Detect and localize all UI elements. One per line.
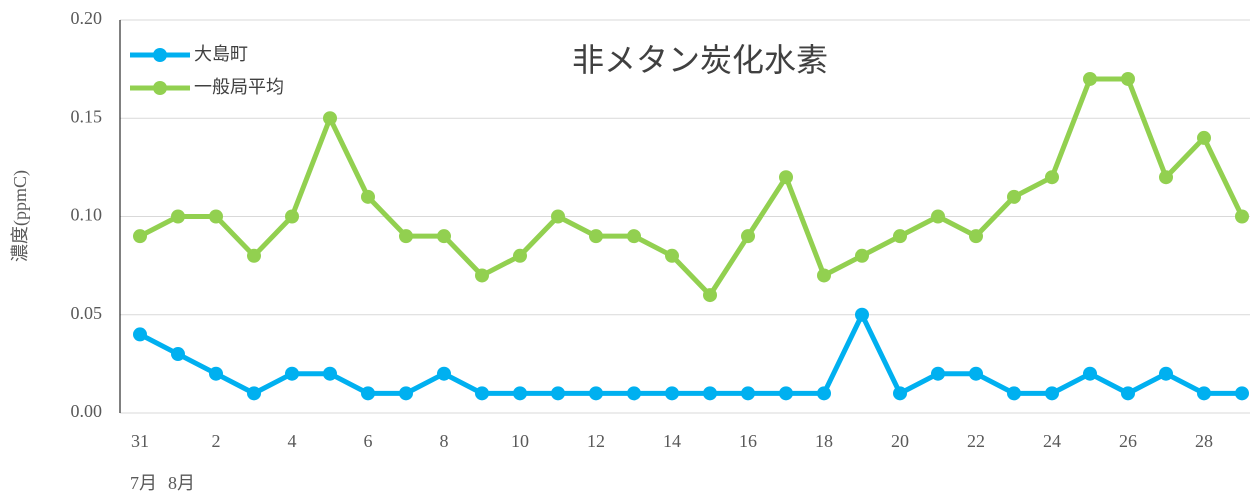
data-point <box>551 209 565 224</box>
data-point <box>665 248 679 263</box>
data-point <box>285 366 299 381</box>
legend-marker <box>153 48 167 62</box>
month-label: 8月 <box>168 473 195 493</box>
x-tick-label: 2 <box>212 431 221 451</box>
legend-label: 大島町 <box>194 44 248 65</box>
data-point <box>817 386 831 401</box>
x-tick-label: 14 <box>663 431 681 451</box>
data-point <box>323 111 337 126</box>
data-point <box>551 386 565 401</box>
data-point <box>589 386 603 401</box>
data-point <box>247 248 261 263</box>
data-point <box>285 209 299 224</box>
x-tick-label: 20 <box>891 431 909 451</box>
x-tick-label: 31 <box>131 431 149 451</box>
data-point <box>437 229 451 244</box>
data-point <box>1121 71 1135 86</box>
data-point <box>855 307 869 322</box>
data-point <box>437 366 451 381</box>
x-tick-label: 10 <box>511 431 529 451</box>
data-point <box>171 209 185 224</box>
month-label: 7月 <box>130 473 157 493</box>
x-tick-label: 24 <box>1043 431 1061 451</box>
data-point <box>323 366 337 381</box>
y-tick-label: 0.20 <box>71 8 103 28</box>
data-point <box>361 386 375 401</box>
data-point <box>1007 189 1021 204</box>
data-point <box>1197 386 1211 401</box>
data-point <box>1235 386 1249 401</box>
data-point <box>1235 209 1249 224</box>
x-tick-label: 16 <box>739 431 757 451</box>
data-point <box>1045 386 1059 401</box>
data-point <box>1007 386 1021 401</box>
y-axis-label: 濃度(ppmC) <box>10 170 31 262</box>
y-tick-label: 0.15 <box>71 106 103 126</box>
data-point <box>1083 71 1097 86</box>
data-point <box>627 229 641 244</box>
data-point <box>779 170 793 185</box>
data-point <box>1159 170 1173 185</box>
data-point <box>931 209 945 224</box>
x-tick-label: 12 <box>587 431 605 451</box>
data-point <box>893 386 907 401</box>
legend-marker <box>153 81 167 95</box>
data-point <box>703 288 717 303</box>
chart-title: 非メタン炭化水素 <box>572 41 828 79</box>
data-point <box>513 386 527 401</box>
x-tick-label: 22 <box>967 431 985 451</box>
series-line <box>138 76 1245 298</box>
data-point <box>399 386 413 401</box>
data-point <box>779 386 793 401</box>
series-line <box>138 312 1242 396</box>
data-point <box>741 229 755 244</box>
data-point <box>665 386 679 401</box>
data-point <box>703 386 717 401</box>
x-tick-label: 4 <box>288 431 297 451</box>
data-point <box>1045 170 1059 185</box>
data-point <box>209 366 223 381</box>
data-point <box>627 386 641 401</box>
data-point <box>931 366 945 381</box>
data-point <box>399 229 413 244</box>
data-point <box>247 386 261 401</box>
data-point <box>133 229 147 244</box>
legend-label: 一般局平均 <box>194 77 284 98</box>
data-point <box>817 268 831 283</box>
x-tick-label: 8 <box>440 431 449 451</box>
data-point <box>1083 366 1097 381</box>
data-point <box>171 347 185 362</box>
y-tick-label: 0.10 <box>71 205 103 225</box>
data-point <box>133 327 147 342</box>
data-point <box>893 229 907 244</box>
y-tick-label: 0.05 <box>71 303 103 323</box>
x-tick-label: 28 <box>1195 431 1213 451</box>
data-point <box>475 386 489 401</box>
x-tick-label: 26 <box>1119 431 1137 451</box>
data-point <box>1197 130 1211 145</box>
data-point <box>969 366 983 381</box>
data-point <box>475 268 489 283</box>
x-tick-label: 18 <box>815 431 833 451</box>
y-tick-label: 0.00 <box>71 401 103 421</box>
data-point <box>589 229 603 244</box>
data-point <box>361 189 375 204</box>
data-point <box>969 229 983 244</box>
data-point <box>209 209 223 224</box>
data-point <box>741 386 755 401</box>
data-point <box>855 248 869 263</box>
data-point <box>1159 366 1173 381</box>
x-tick-label: 6 <box>364 431 373 451</box>
data-point <box>1121 386 1135 401</box>
data-point <box>513 248 527 263</box>
